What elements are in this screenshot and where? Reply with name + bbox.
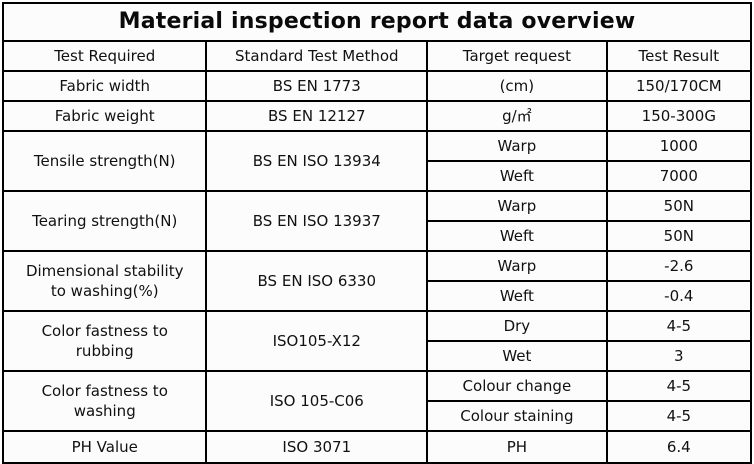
cell-result: 150/170CM — [605, 70, 753, 102]
cell-target: (cm) — [426, 70, 608, 102]
cell-result: 1000 — [605, 130, 753, 162]
cell-result: 4-5 — [605, 400, 753, 432]
cell-target: Colour change — [426, 370, 608, 402]
table-row: Weft 50N — [3, 220, 753, 252]
cell-result: 50N — [605, 190, 753, 222]
col-header-target-request: Target request — [426, 40, 608, 72]
table-row: PH Value ISO 3071 PH 6.4 — [1, 430, 753, 464]
cell-method: ISO 105-C06 — [205, 370, 429, 432]
cell-target: Weft — [426, 280, 608, 312]
cell-target: Weft — [426, 160, 608, 192]
table-row: Weft -0.4 — [3, 280, 753, 312]
cell-target: Warp — [426, 250, 608, 282]
cell-method: ISO 3071 — [205, 430, 429, 464]
cell-test: Tearing strength(N) — [1, 190, 208, 252]
table-row: Wet 3 — [3, 340, 753, 372]
table-row: Dimensional stability to washing(%) BS E… — [1, 250, 753, 312]
cell-test: Fabric width — [1, 70, 208, 102]
cell-result: -0.4 — [605, 280, 753, 312]
cell-test: Fabric weight — [1, 100, 208, 132]
cell-target: Warp — [426, 130, 608, 162]
table-row: Fabric weight BS EN 12127 g/㎡ 150-300G — [1, 100, 753, 132]
table-row: Fabric width BS EN 1773 (cm) 150/170CM — [1, 70, 753, 102]
col-header-test-required: Test Required — [1, 40, 208, 72]
cell-target: PH — [426, 430, 608, 464]
cell-result: 3 — [605, 340, 753, 372]
cell-method: ISO105-X12 — [205, 310, 429, 372]
cell-method: BS EN 12127 — [205, 100, 429, 132]
cell-method: BS EN 1773 — [205, 70, 429, 102]
cell-result: 150-300G — [605, 100, 753, 132]
cell-target: g/㎡ — [426, 100, 608, 132]
col-header-standard-test-method: Standard Test Method — [205, 40, 429, 72]
cell-test: Dimensional stability to washing(%) — [1, 250, 208, 312]
cell-target: Warp — [426, 190, 608, 222]
cell-result: 6.4 — [605, 430, 753, 464]
col-header-test-result: Test Result — [605, 40, 753, 72]
table-row: Weft 7000 — [3, 160, 753, 192]
cell-result: 50N — [605, 220, 753, 252]
table-row: Color fastness to rubbing ISO105-X12 Dry… — [1, 310, 753, 372]
cell-result: 7000 — [605, 160, 753, 192]
cell-method: BS EN ISO 13937 — [205, 190, 429, 252]
cell-result: -2.6 — [605, 250, 753, 282]
cell-test: Color fastness to rubbing — [1, 310, 208, 372]
page-title: Material inspection report data overview — [2, 2, 752, 42]
cell-target: Colour staining — [426, 400, 608, 432]
cell-result: 4-5 — [605, 310, 753, 342]
table-row: Color fastness to washing ISO 105-C06 Co… — [1, 370, 753, 432]
cell-test: Color fastness to washing — [1, 370, 208, 432]
cell-target: Wet — [426, 340, 608, 372]
cell-result: 4-5 — [605, 370, 753, 402]
cell-test: PH Value — [1, 430, 208, 464]
cell-method: BS EN ISO 6330 — [205, 250, 429, 312]
cell-method: BS EN ISO 13934 — [205, 130, 429, 192]
cell-target: Dry — [426, 310, 608, 342]
table-row: Tearing strength(N) BS EN ISO 13937 Warp… — [1, 190, 753, 252]
table-row: Tensile strength(N) BS EN ISO 13934 Warp… — [1, 130, 753, 192]
cell-test: Tensile strength(N) — [1, 130, 208, 192]
cell-target: Weft — [426, 220, 608, 252]
